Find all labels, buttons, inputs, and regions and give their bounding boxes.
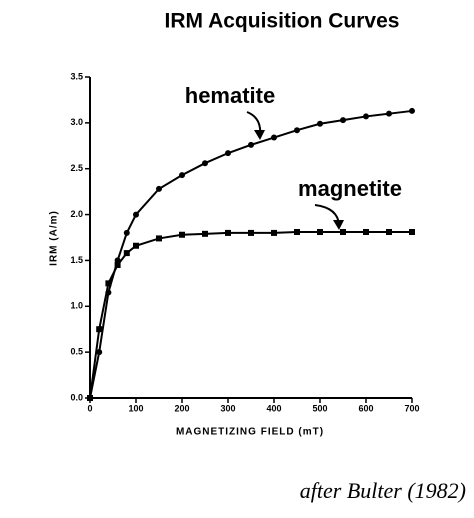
x-tick-label: 300 [220,403,235,413]
data-point [294,228,300,235]
data-point [317,228,323,235]
data-point [202,230,208,237]
data-point [225,229,231,236]
y-tick-label: 0.5 [70,347,83,357]
series-line [89,230,412,399]
x-axis-label: MAGNETIZING FIELD (mT) [176,427,324,438]
annotation-arrowhead [333,220,344,230]
data-point [202,160,208,167]
x-tick-label: 200 [174,403,189,413]
data-point [133,211,139,218]
annotation-arrowhead [254,130,265,140]
data-point [96,349,103,356]
data-point [294,127,300,134]
x-tick-label: 600 [358,403,373,413]
data-point [248,141,254,148]
data-point [133,242,139,249]
data-point [386,228,392,235]
data-point [156,185,162,192]
data-point [340,117,346,124]
data-point [409,107,415,114]
data-point [225,150,231,157]
credit: after Bulter (1982) [300,478,466,503]
data-point [179,231,185,238]
y-tick-label: 0.0 [70,392,83,402]
data-point [156,235,162,242]
x-tick-label: 400 [266,403,281,413]
y-tick-label: 1.5 [70,255,83,265]
y-tick-label: 2.5 [70,163,83,173]
data-point [340,228,346,235]
x-tick-label: 500 [312,403,327,413]
y-tick-label: 2.0 [70,209,83,219]
x-tick-label: 700 [404,403,419,413]
y-tick-label: 3.0 [70,117,83,127]
data-point [105,280,112,287]
data-point [123,250,130,257]
data-point [248,229,254,236]
data-point [317,120,323,127]
data-point [123,229,130,236]
data-point [179,172,185,179]
data-point [96,326,103,333]
data-point [363,228,369,235]
x-tick-label: 0 [87,403,92,413]
data-point [271,134,277,141]
data-point [271,229,277,236]
y-tick-label: 1.0 [70,301,83,311]
chart-title: IRM Acquisition Curves [165,10,400,33]
series-label: magnetite [298,176,402,201]
x-tick-label: 100 [128,403,143,413]
data-point [114,262,121,269]
y-tick-label: 3.5 [70,71,83,81]
data-point [363,113,369,120]
y-axis-label: IRM (A/m) [49,210,60,266]
series-label: hematite [185,83,275,108]
series-line [89,109,413,399]
data-point [409,228,415,235]
data-point [87,395,93,401]
data-point [386,110,392,117]
